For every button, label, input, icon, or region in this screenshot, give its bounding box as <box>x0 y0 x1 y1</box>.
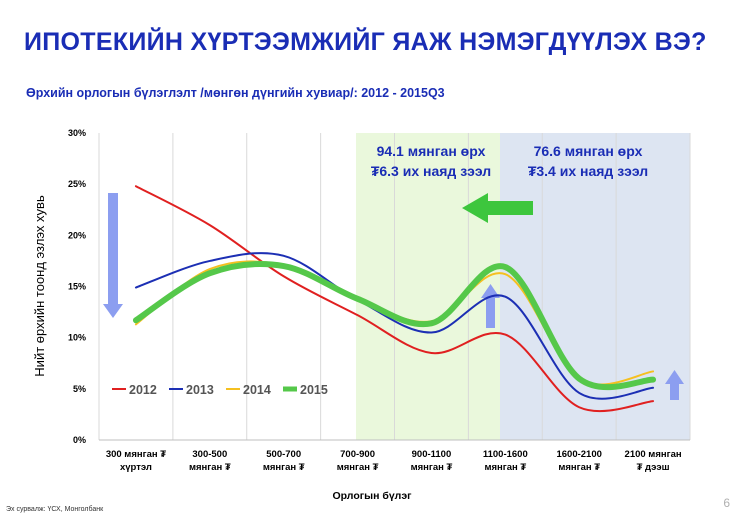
legend: 2012 2013 2014 2015 <box>112 383 328 397</box>
down-arrow-icon <box>103 193 123 318</box>
highlight-band-green <box>356 133 500 440</box>
x-tick-label: 700-900 <box>340 449 375 460</box>
x-tick-label: ₮ дээш <box>637 462 670 473</box>
x-tick-label: мянган ₮ <box>411 462 453 473</box>
x-tick-label: хүртэл <box>120 462 152 473</box>
page-number: 6 <box>723 496 730 510</box>
x-tick-labels: 300 мянган ₮ хүртэл 300-500 мянган ₮ 500-700… <box>106 449 682 473</box>
x-tick-label: 300 мянган ₮ <box>106 449 166 460</box>
x-tick-label: 500-700 <box>266 449 301 460</box>
x-tick-label: 900-1100 <box>412 449 452 460</box>
y-tick-label: 10% <box>68 333 86 343</box>
blue-box-line1: 76.6 мянган өрх <box>534 143 643 159</box>
source-note: Эх сурвалж: ҮСХ, Монголбанк <box>6 506 104 513</box>
left-arrow-green <box>462 193 533 223</box>
x-tick-label: 2100 мянган <box>625 449 682 460</box>
green-box-line1: 94.1 мянган өрх <box>377 143 486 159</box>
blue-box-line2: ₮3.4 их наяд зээл <box>528 163 648 179</box>
x-tick-label: 300-500 <box>192 449 227 460</box>
x-tick-label: мянган ₮ <box>263 462 305 473</box>
legend-label-2015: 2015 <box>300 383 328 397</box>
y-tick-label: 15% <box>68 282 86 292</box>
x-tick-label: мянган ₮ <box>337 462 379 473</box>
y-tick-label: 0% <box>73 435 86 445</box>
series-lines <box>132 185 657 413</box>
chart-subtitle: Өрхийн орлогын бүлэглэлт /мөнгөн дүнгийн… <box>26 86 445 100</box>
x-tick-label: мянган ₮ <box>484 462 526 473</box>
y-axis-label: Нийт өрхийн тоонд эзлэх хувь <box>32 195 47 377</box>
x-tick-label: мянган ₮ <box>558 462 600 473</box>
x-tick-label: 1600-2100 <box>556 449 601 460</box>
up-arrow-icon <box>665 370 684 400</box>
series-line-2013 <box>134 252 655 400</box>
highlight-band-blue <box>500 133 690 440</box>
x-tick-label: 1100-1600 <box>483 449 528 460</box>
y-tick-labels: 0% 5% 10% 15% 20% 25% 30% <box>68 128 86 445</box>
x-axis-label: Орлогын бүлэг <box>332 490 412 502</box>
legend-label-2014: 2014 <box>243 383 271 397</box>
y-tick-label: 20% <box>68 230 86 240</box>
y-tick-label: 5% <box>73 384 86 394</box>
series-line-2015 <box>132 260 657 391</box>
series-line-2012 <box>134 185 655 413</box>
slide-title: ИПОТЕКИЙН ХҮРТЭЭМЖИЙГ ЯАЖ НЭМЭГДҮҮЛЭХ ВЭ… <box>24 28 707 56</box>
x-tick-label: мянган ₮ <box>189 462 231 473</box>
legend-label-2012: 2012 <box>129 383 157 397</box>
legend-label-2013: 2013 <box>186 383 214 397</box>
y-tick-label: 25% <box>68 179 86 189</box>
y-tick-label: 30% <box>68 128 86 138</box>
green-box-line2: ₮6.3 их наяд зээл <box>371 163 491 179</box>
